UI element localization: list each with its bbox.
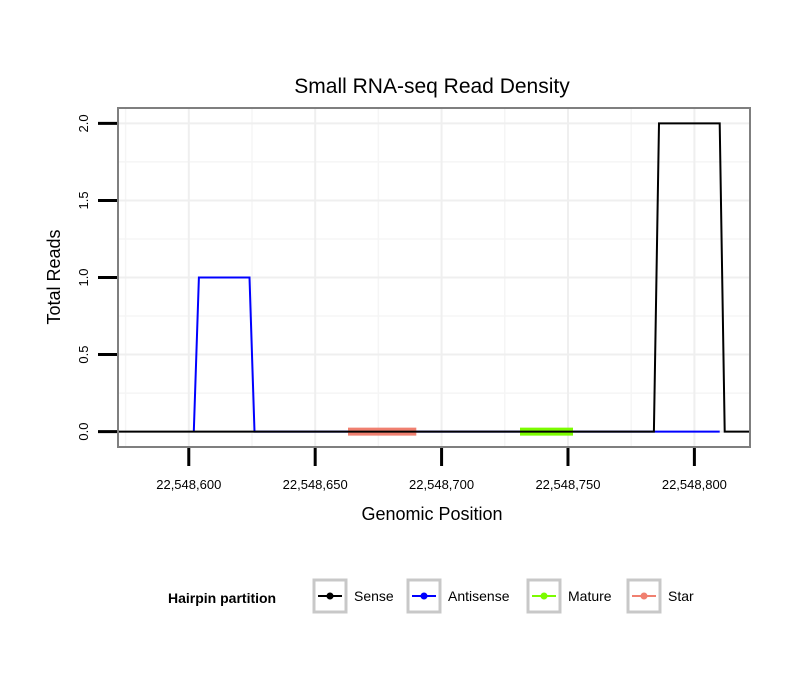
- y-tick-label: 1.0: [76, 268, 91, 286]
- legend-key-dot: [640, 592, 648, 600]
- y-tick-label: 2.0: [76, 114, 91, 132]
- series-layer: [118, 122, 750, 436]
- grid: [118, 108, 750, 447]
- series-sense-line: [118, 122, 750, 433]
- y-tick-label: 0.0: [76, 423, 91, 441]
- legend-key-dot: [420, 592, 428, 600]
- legend-label: Star: [668, 588, 694, 604]
- legend-key-dot: [326, 592, 334, 600]
- legend-item-mature: Mature: [526, 578, 612, 614]
- legend-label: Mature: [568, 588, 612, 604]
- legend-item-sense: Sense: [312, 578, 394, 614]
- x-tick-label: 22,548,800: [662, 477, 727, 492]
- legend: Hairpin partition Sense Antisense Mature St…: [168, 578, 694, 614]
- y-tick-label: 1.5: [76, 191, 91, 209]
- legend-item-antisense: Antisense: [406, 578, 510, 614]
- chart-title: Small RNA-seq Read Density: [294, 75, 570, 98]
- legend-label: Antisense: [448, 588, 510, 604]
- y-tick-label: 0.5: [76, 346, 91, 364]
- x-tick-label: 22,548,600: [156, 477, 221, 492]
- x-tick-label: 22,548,750: [535, 477, 600, 492]
- y-axis-title: Total Reads: [44, 229, 64, 324]
- x-axis: 22,548,600 22,548,650 22,548,700 22,548,750…: [156, 448, 727, 492]
- legend-label: Sense: [354, 588, 394, 604]
- x-tick-label: 22,548,650: [283, 477, 348, 492]
- x-tick-label: 22,548,700: [409, 477, 474, 492]
- legend-title: Hairpin partition: [168, 590, 276, 606]
- legend-items: Sense Antisense Mature Star: [312, 578, 694, 614]
- legend-item-star: Star: [626, 578, 694, 614]
- y-axis: 0.0 0.5 1.0 1.5 2.0: [76, 114, 117, 441]
- series-antisense-line: [192, 276, 720, 433]
- plot-frame: [117, 107, 751, 448]
- legend-key-dot: [540, 592, 548, 600]
- x-axis-title: Genomic Position: [361, 504, 502, 524]
